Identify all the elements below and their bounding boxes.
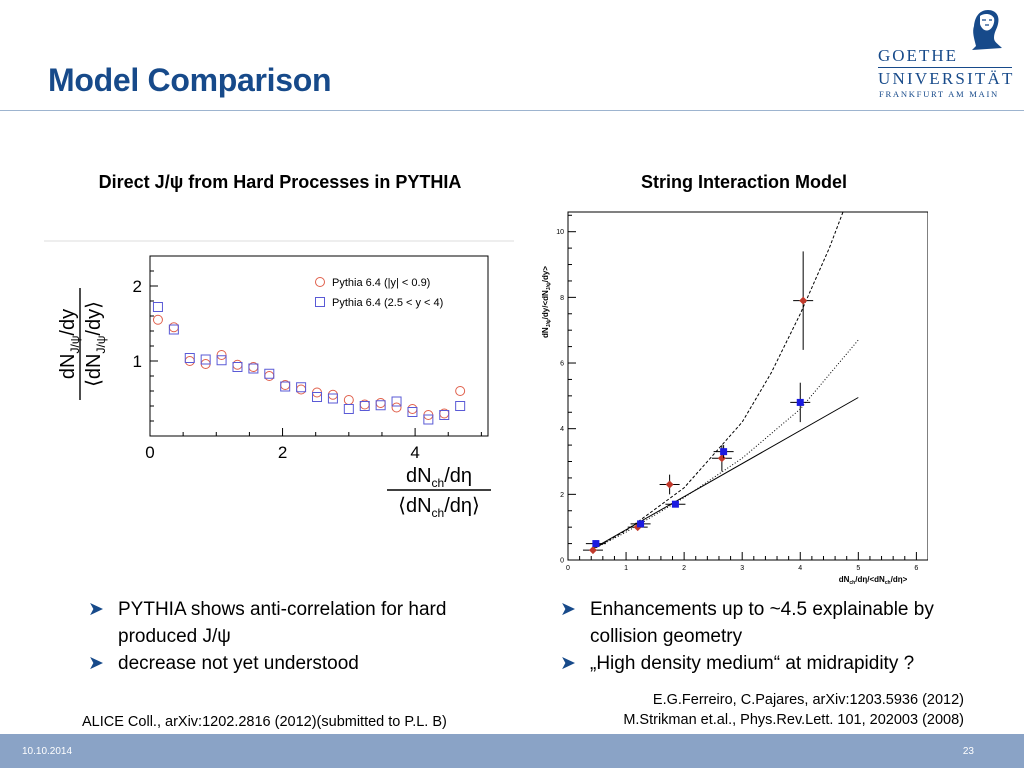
data-point-square: [439, 410, 450, 420]
y-tick-label: 0: [560, 558, 564, 565]
logo-divider: [878, 67, 1012, 68]
bullet-text: Enhancements up to ~4.5 explainable by c…: [590, 599, 934, 647]
title-divider: [0, 110, 1024, 111]
data-point-square: [248, 363, 259, 374]
y-axis-label: dNJ/ψ/dy/<dNJ/ψ/dy>: [541, 266, 552, 338]
data-point-square: [264, 368, 275, 379]
data-point-square: [671, 500, 679, 508]
logo-goethe-text: GOETHE: [878, 46, 958, 65]
x-tick-label: 4: [410, 443, 419, 462]
legend-label: Pythia 6.4 (2.5 < y < 4): [332, 297, 443, 309]
y-tick-label: 6: [560, 361, 564, 368]
data-point-square: [312, 392, 323, 402]
y-tick-label: 1: [133, 352, 142, 371]
data-point-circle: [216, 350, 227, 360]
data-point-square: [327, 393, 338, 404]
reference-line: E.G.Ferreiro, C.Pajares, arXiv:1203.5936…: [652, 692, 964, 708]
data-point-square: [592, 540, 600, 548]
y-tick-label: 2: [133, 277, 142, 296]
data-point-diamond: [588, 546, 597, 555]
data-point-square: [391, 396, 402, 407]
y-tick-label: 10: [556, 229, 564, 236]
slide-title: Model Comparison: [48, 62, 332, 98]
x-tick-label: 1: [624, 565, 628, 572]
data-point-square: [280, 381, 291, 392]
data-point-circle: [391, 402, 402, 413]
bullet-item: ➤ „High density medium“ at midrapidity ?: [560, 650, 1000, 677]
pythia-chart-svg: 0 2 4 1 2 Pythia 6.4 (|y| < 0.9) Pythia 6.4 (2…: [44, 238, 514, 528]
data-point-square: [184, 353, 195, 363]
data-point-square: [216, 355, 227, 366]
model-curve-dotted: [590, 339, 859, 551]
data-point-square: [407, 407, 418, 417]
legend-marker-circle: [315, 277, 325, 287]
string-model-chart-svg: 0 1 2 3 4 5 6 0 2 4 6 8 10 dNJ/ψ/dy/<dNJ/ψ/dy> dNch/dη…: [528, 198, 928, 588]
bullet-text: „High density medium“ at midrapidity ?: [590, 653, 915, 674]
bullet-text: PYTHIA shows anti-correlation for hard p…: [118, 599, 447, 647]
y-tick-label: 8: [560, 295, 564, 302]
data-point-square: [796, 398, 804, 406]
legend-label: Pythia 6.4 (|y| < 0.9): [332, 277, 430, 289]
data-point-square: [720, 448, 728, 456]
y-label-denominator: ⟨dNJ/ψ/dy⟩: [83, 301, 108, 387]
data-point-square: [232, 362, 243, 372]
x-tick-label: 0: [145, 443, 154, 462]
x-tick-label: 6: [914, 565, 918, 572]
legend-marker-square: [315, 297, 325, 307]
arrow-bullet-icon: ➤: [560, 599, 576, 620]
data-point-square: [359, 401, 370, 411]
arrow-bullet-icon: ➤: [88, 653, 104, 674]
y-tick-label: 2: [560, 492, 564, 499]
data-point-circle: [152, 314, 163, 325]
x-tick-label: 5: [856, 565, 860, 572]
data-point-square: [343, 404, 354, 414]
logo-city-text: FRANKFURT AM MAIN: [879, 89, 999, 99]
data-point-square: [423, 414, 434, 425]
x-axis-label: dNch/dη⟨dNch/dη⟩: [387, 465, 491, 520]
data-point-square: [375, 400, 386, 411]
plot-frame: [567, 211, 928, 561]
data-point-diamond: [799, 296, 808, 305]
footer-bar: 10.10.2014 23: [0, 734, 1024, 768]
x-tick-label: 2: [682, 565, 686, 572]
plot-background: [44, 238, 514, 528]
data-point-square: [152, 302, 163, 312]
pythia-scatter-chart: 0 2 4 1 2 Pythia 6.4 (|y| < 0.9) Pythia 6.4 (2…: [44, 238, 514, 528]
data-point-square: [637, 520, 645, 528]
data-point-diamond: [665, 480, 674, 489]
data-point-square: [168, 324, 179, 335]
model-curve-dashed: [590, 212, 844, 551]
arrow-bullet-icon: ➤: [88, 599, 104, 620]
x-tick-label: 3: [740, 565, 744, 572]
bullet-text: decrease not yet understood: [118, 653, 359, 674]
bullet-item: ➤ decrease not yet understood: [88, 650, 508, 677]
page-number: 23: [962, 746, 974, 757]
bullet-item: ➤ Enhancements up to ~4.5 explainable by…: [560, 596, 1000, 650]
goethe-bust-icon: [972, 10, 1002, 50]
data-point-circle: [455, 386, 466, 396]
logo-universitaet-text: UNIVERSITÄT: [878, 69, 1015, 88]
x-tick-label: 4: [798, 565, 802, 572]
right-panel-heading: String Interaction Model: [640, 172, 847, 192]
right-reference: E.G.Ferreiro, C.Pajares, arXiv:1203.5936…: [540, 690, 964, 730]
data-point-square: [296, 382, 307, 393]
y-tick-label: 4: [560, 426, 564, 433]
left-bullet-list: ➤ PYTHIA shows anti-correlation for hard…: [88, 596, 508, 677]
left-reference: ALICE Coll., arXiv:1202.2816 (2012)(subm…: [82, 714, 447, 730]
reference-line: M.Strikman et.al., Phys.Rev.Lett. 101, 2…: [623, 712, 964, 728]
footer-date: 10.10.2014: [22, 746, 73, 757]
plot-background: [528, 198, 928, 588]
university-logo: GOETHE UNIVERSITÄT FRANKFURT AM MAIN: [872, 0, 1022, 104]
x-tick-label: 2: [278, 443, 287, 462]
left-panel-heading: Direct J/ψ from Hard Processes in PYTHIA: [98, 172, 462, 192]
data-point-square: [200, 354, 211, 365]
x-axis-label: dNch/dη/<dNch/dη>: [839, 575, 908, 586]
arrow-bullet-icon: ➤: [560, 653, 576, 674]
x-tick-label: 0: [566, 565, 570, 572]
data-point-square: [455, 401, 466, 411]
bullet-item: ➤ PYTHIA shows anti-correlation for hard…: [88, 596, 508, 650]
right-bullet-list: ➤ Enhancements up to ~4.5 explainable by…: [560, 596, 1000, 677]
y-axis-label: dNJ/ψ/dy⟨dNJ/ψ/dy⟩: [57, 288, 108, 400]
string-model-chart: 0 1 2 3 4 5 6 0 2 4 6 8 10 dNJ/ψ/dy/<dNJ/ψ/dy> dNch/dη…: [528, 198, 928, 588]
